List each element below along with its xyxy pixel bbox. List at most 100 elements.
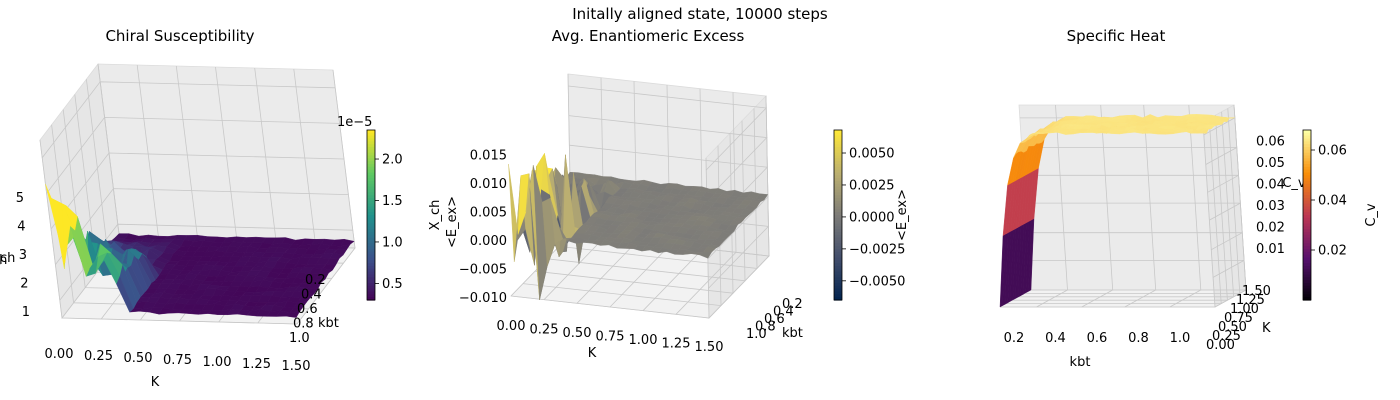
panel-1-colorbar-segment	[367, 200, 375, 205]
panel-1-gridline-z	[50, 152, 345, 230]
panel-3-colorbar-segment	[1303, 285, 1311, 290]
panel-3-x-tick-label: 1.0	[1170, 331, 1191, 346]
panel-1-colorbar-segment	[367, 141, 375, 145]
panel-3-z-axis-label: C_v	[1282, 176, 1306, 191]
panel-3-colorbar-segment	[1303, 217, 1311, 222]
panel-1-colorbar-segment	[367, 251, 375, 256]
panel-2-colorbar-segment	[834, 246, 842, 250]
panel-3-gridline-z	[1023, 174, 1239, 193]
panel-1-x-tick-label: 0.00	[45, 347, 74, 362]
panel-2-x-tick-label: 0.50	[563, 326, 592, 341]
panel-3-colorbar-segment	[1303, 183, 1311, 188]
panel-3-colorbar-segment	[1303, 189, 1311, 193]
panel-1-colorbar-segment	[367, 260, 375, 264]
panel-3-z-tick-label: 0.04	[1256, 178, 1285, 193]
panel-1-gridline-z	[41, 81, 336, 159]
panel-1-y-tick-label: 1.0	[289, 331, 310, 346]
panel-2-colorbar-segment	[834, 251, 842, 256]
panel-3-colorbar-segment	[1303, 291, 1311, 295]
panel-3-colorbar-segment	[1303, 229, 1311, 233]
panel-1-y-tick-label: 0.2	[305, 273, 326, 288]
panel-1-colorbar-segment	[367, 280, 375, 284]
panel-1-colorbar-segment	[367, 223, 375, 227]
panel-1-colorbar-segment	[367, 186, 375, 191]
panel-3-gridline-y	[1006, 118, 1222, 305]
panel-2-colorbar-segment	[834, 175, 842, 179]
panel-1-z-tick-label: 5	[16, 191, 24, 206]
panel-3-colorbar-frame	[1302, 129, 1312, 301]
panel-2-colorbar-segment	[834, 240, 842, 244]
panel-3-colorbar-segment	[1303, 283, 1311, 287]
panel-2-y-axis-label: kbt	[782, 326, 803, 341]
panel-2-colorbar-segment	[834, 178, 842, 182]
panel-1-colorbar-segment	[367, 274, 375, 278]
panel-2-colorbar-segment	[834, 130, 842, 134]
panel-3-colorbar-segment	[1303, 271, 1311, 276]
panel-3-colorbar-segment	[1303, 175, 1311, 179]
panel-1-colorbar-segment	[367, 249, 375, 253]
panel-2-colorbar-segment	[834, 223, 842, 227]
panel-3-colorbar-segment	[1303, 152, 1311, 157]
panel-3-colorbar-segment	[1303, 135, 1311, 140]
panel-1-surface-facet	[45, 184, 66, 263]
panel-1-colorbar-segment	[367, 169, 375, 174]
panel-3-colorbar-segment	[1303, 251, 1311, 256]
panel-2-colorbar-tick-label: −0.0050	[849, 274, 905, 289]
panel-3-colorbar-segment	[1303, 164, 1311, 168]
panel-2-colorbar-segment	[834, 215, 842, 219]
panel-3-gridline-y	[1012, 115, 1228, 301]
panel-2-colorbar-segment	[834, 263, 842, 267]
panel-1-gridline-z	[46, 116, 340, 194]
panel-2-x-tick-label: 1.50	[695, 340, 724, 355]
panel-1-colorbar-segment	[367, 271, 375, 276]
panel-2-colorbar-segment	[834, 283, 842, 287]
panel-2-y-tick-label: 0.2	[782, 297, 803, 312]
panel-3-gridline-y	[1031, 104, 1247, 291]
panel-3-colorbar-segment	[1303, 243, 1311, 247]
panel-3-gridline-y	[1018, 111, 1235, 298]
panel-2-y-tick-label: 1.0	[746, 327, 767, 342]
panel-1-colorbar-segment	[367, 240, 375, 244]
figure-title: Initally aligned state, 10000 steps	[572, 5, 828, 23]
panel-3-z-tick-label: 0.03	[1256, 199, 1285, 214]
panel-2-colorbar-segment	[834, 169, 842, 174]
panel-3-gridline-z	[1029, 259, 1245, 278]
panel-3-colorbar-segment	[1303, 147, 1311, 151]
panel-2-colorbar-segment	[834, 220, 842, 225]
panel-2-colorbar-segment	[834, 161, 842, 165]
panel-1-colorbar-segment	[367, 288, 375, 293]
panel-3-colorbar-segment	[1303, 138, 1311, 142]
panel-2-colorbar-label: <E_ex>	[895, 189, 910, 241]
panel-3-colorbar-segment	[1303, 280, 1311, 284]
panel-3-colorbar-segment	[1303, 200, 1311, 205]
panel-3-colorbar-segment	[1303, 260, 1311, 264]
panel-3-colorbar-segment	[1303, 130, 1311, 134]
panel-2-surface-facet	[699, 251, 712, 259]
panel-1-colorbar-segment	[367, 254, 375, 259]
panel-1-colorbar-segment	[367, 268, 375, 273]
panel-1-colorbar-segment	[367, 152, 375, 157]
panel-2-colorbar-segment	[834, 135, 842, 140]
panel-3-y-tick-label: 1.50	[1242, 284, 1271, 299]
panel-2-y-tick-label: 0.4	[773, 305, 794, 320]
panel-2-colorbar-segment	[834, 152, 842, 157]
panel-1-colorbar-segment	[367, 203, 375, 208]
panel-2-colorbar-segment	[834, 288, 842, 293]
panel-1-colorbar-segment	[367, 285, 375, 290]
panel-2-colorbar-segment	[834, 200, 842, 205]
panel-3-colorbar-segment	[1303, 220, 1311, 225]
panel-2-colorbar-segment	[834, 266, 842, 270]
panel-3-colorbar-segment	[1303, 237, 1311, 242]
panel-2-x-tick-label: 0.00	[497, 319, 526, 334]
panel-3-colorbar-segment	[1303, 192, 1311, 196]
panel-3-colorbar-segment	[1303, 232, 1311, 236]
panel-2-colorbar-segment	[834, 274, 842, 278]
panel-3-x-tick-label: 0.8	[1128, 331, 1149, 346]
panel-1-x-tick-label: 0.50	[124, 351, 153, 366]
panel-2-colorbar-segment	[834, 189, 842, 193]
panel-1-colorbar-tick-label: 2.0	[382, 153, 403, 168]
panel-2-colorbar-segment	[834, 229, 842, 233]
panel-1-colorbar-segment	[367, 158, 375, 162]
panel-3-colorbar-segment	[1303, 268, 1311, 273]
panel-3-colorbar-segment	[1303, 212, 1311, 216]
